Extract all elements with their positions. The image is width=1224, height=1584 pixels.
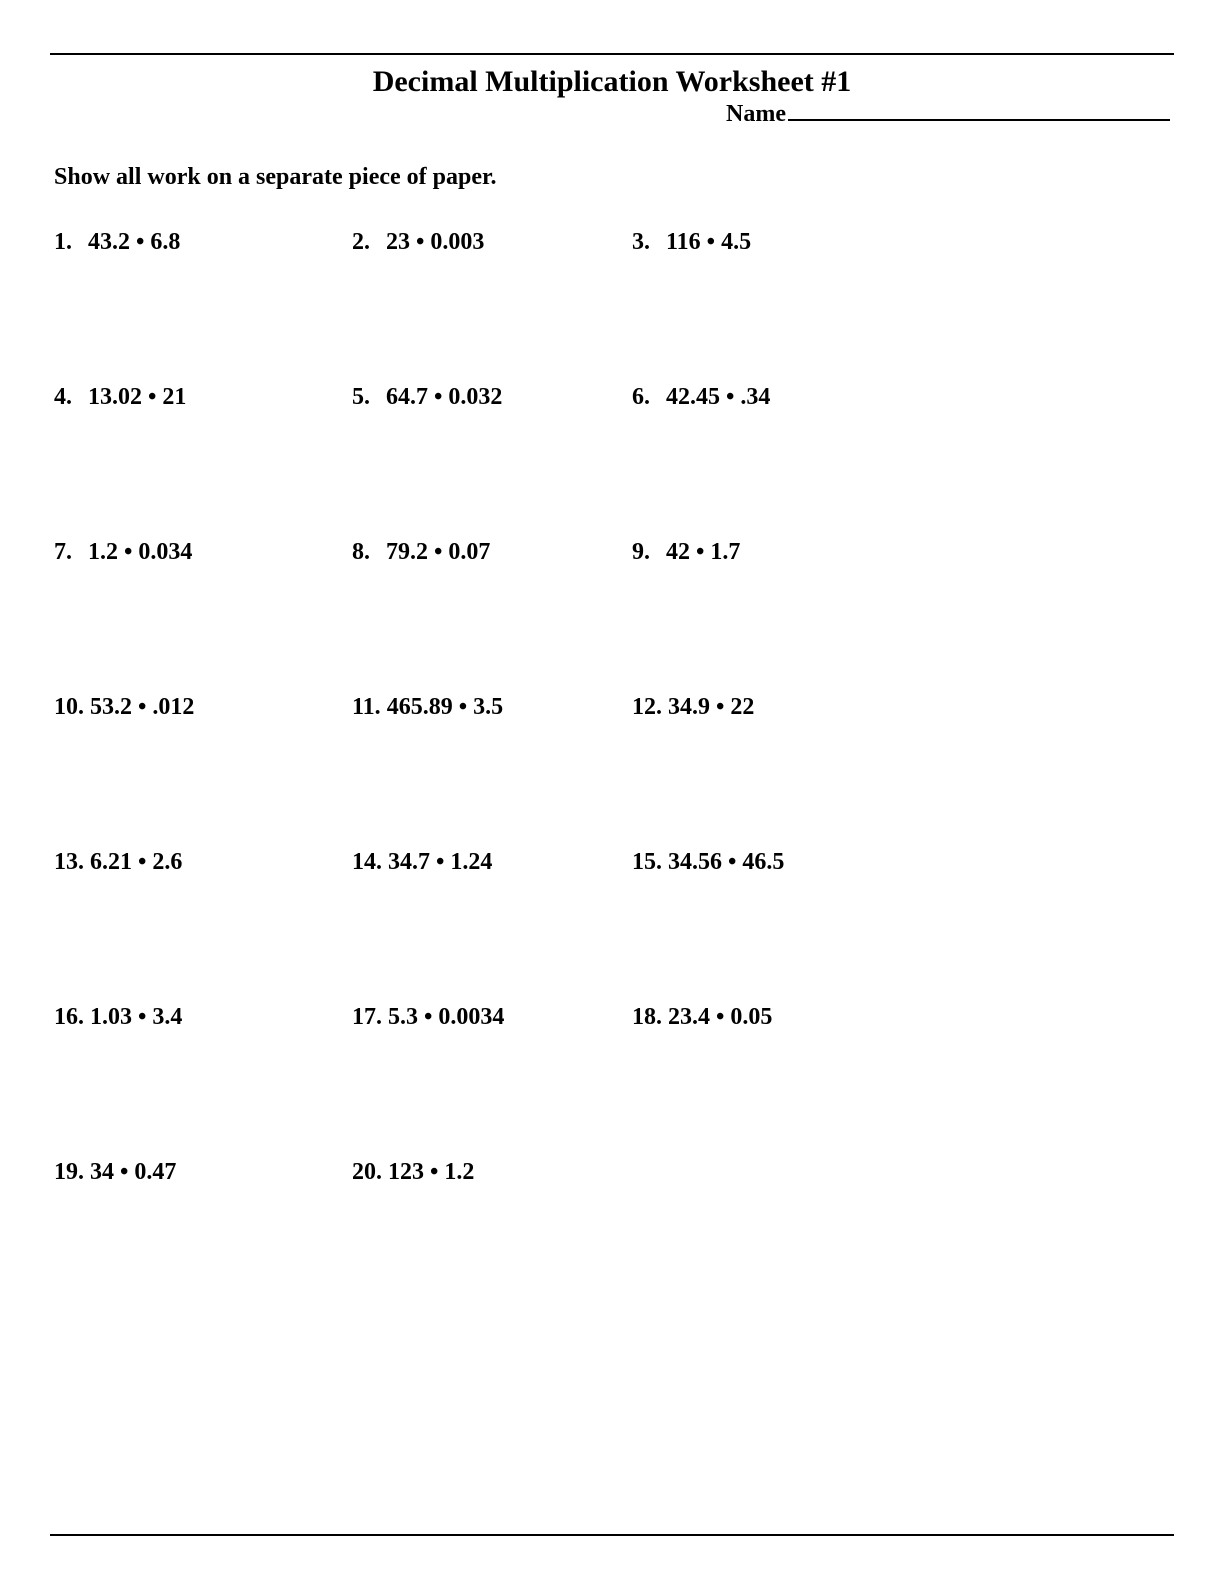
problem-row: 19.34 • 0.47 20.123 • 1.2	[54, 1159, 1170, 1186]
problem-expression: 43.2 • 6.8	[88, 229, 180, 256]
problem-expression: 1.2 • 0.034	[88, 539, 192, 566]
problem-expression: 34.56 • 46.5	[668, 849, 784, 876]
problem-number: 8.	[352, 539, 370, 566]
problems-grid: 1. 43.2 • 6.8 2. 23 • 0.003 3. 116 • 4.5 4.…	[54, 229, 1170, 1186]
problem-item: 19.34 • 0.47	[54, 1159, 352, 1186]
problem-item: 8. 79.2 • 0.07	[352, 539, 632, 566]
problem-expression: 34 • 0.47	[90, 1159, 176, 1186]
problem-item: 6. 42.45 • .34	[632, 384, 770, 411]
problem-item: 20.123 • 1.2	[352, 1159, 632, 1186]
problem-expression: 465.89 • 3.5	[387, 694, 503, 721]
problem-item: 18.23.4 • 0.05	[632, 1004, 772, 1031]
problem-expression: 53.2 • .012	[90, 694, 194, 721]
problem-number: 2.	[352, 229, 370, 256]
problem-item: 9. 42 • 1.7	[632, 539, 740, 566]
problem-expression: 5.3 • 0.0034	[388, 1004, 504, 1031]
problem-expression: 34.9 • 22	[668, 694, 754, 721]
problem-expression: 116 • 4.5	[666, 229, 751, 256]
name-row: Name	[54, 101, 1170, 128]
problem-item: 16.1.03 • 3.4	[54, 1004, 352, 1031]
problem-number: 1.	[54, 229, 72, 256]
problem-row: 13.6.21 • 2.6 14.34.7 • 1.24 15.34.56 • …	[54, 849, 1170, 876]
problem-number: 16.	[54, 1004, 84, 1031]
problem-expression: 123 • 1.2	[388, 1159, 474, 1186]
problem-expression: 23 • 0.003	[386, 229, 484, 256]
header: Decimal Multiplication Worksheet #1	[54, 53, 1170, 99]
problem-item: 12.34.9 • 22	[632, 694, 754, 721]
problem-item: 7. 1.2 • 0.034	[54, 539, 352, 566]
name-label: Name	[726, 101, 786, 128]
problem-number: 12.	[632, 694, 662, 721]
problem-item: 1. 43.2 • 6.8	[54, 229, 352, 256]
problem-item: 2. 23 • 0.003	[352, 229, 632, 256]
problem-number: 3.	[632, 229, 650, 256]
problem-number: 20.	[352, 1159, 382, 1186]
problem-item: 5. 64.7 • 0.032	[352, 384, 632, 411]
problem-number: 6.	[632, 384, 650, 411]
name-input-line[interactable]	[788, 101, 1170, 121]
problem-expression: 42.45 • .34	[666, 384, 770, 411]
problem-expression: 1.03 • 3.4	[90, 1004, 182, 1031]
problem-row: 10.53.2 • .012 11.465.89 • 3.5 12.34.9 •…	[54, 694, 1170, 721]
problem-item: 10.53.2 • .012	[54, 694, 352, 721]
problem-number: 4.	[54, 384, 72, 411]
problem-row: 1. 43.2 • 6.8 2. 23 • 0.003 3. 116 • 4.5	[54, 229, 1170, 256]
problem-number: 15.	[632, 849, 662, 876]
problem-expression: 6.21 • 2.6	[90, 849, 182, 876]
instructions: Show all work on a separate piece of pap…	[54, 164, 1170, 191]
problem-item: 13.6.21 • 2.6	[54, 849, 352, 876]
problem-number: 13.	[54, 849, 84, 876]
problem-number: 5.	[352, 384, 370, 411]
problem-item: 3. 116 • 4.5	[632, 229, 751, 256]
problem-expression: 42 • 1.7	[666, 539, 740, 566]
problem-number: 18.	[632, 1004, 662, 1031]
problem-expression: 23.4 • 0.05	[668, 1004, 772, 1031]
problem-expression: 79.2 • 0.07	[386, 539, 490, 566]
problem-item: 4. 13.02 • 21	[54, 384, 352, 411]
problem-item: 15.34.56 • 46.5	[632, 849, 784, 876]
problem-number: 10.	[54, 694, 84, 721]
problem-expression: 34.7 • 1.24	[388, 849, 492, 876]
problem-number: 14.	[352, 849, 382, 876]
problem-number: 11.	[352, 694, 381, 721]
problem-row: 16.1.03 • 3.4 17.5.3 • 0.0034 18.23.4 • …	[54, 1004, 1170, 1031]
problem-number: 9.	[632, 539, 650, 566]
problem-expression: 13.02 • 21	[88, 384, 186, 411]
problem-row: 7. 1.2 • 0.034 8. 79.2 • 0.07 9. 42 • 1.7	[54, 539, 1170, 566]
page-title: Decimal Multiplication Worksheet #1	[54, 65, 1170, 99]
problem-item: 11.465.89 • 3.5	[352, 694, 632, 721]
problem-item: 14.34.7 • 1.24	[352, 849, 632, 876]
worksheet-page: Decimal Multiplication Worksheet #1 Name…	[0, 0, 1224, 1584]
problem-expression: 64.7 • 0.032	[386, 384, 502, 411]
problem-number: 17.	[352, 1004, 382, 1031]
problem-number: 7.	[54, 539, 72, 566]
problem-row: 4. 13.02 • 21 5. 64.7 • 0.032 6. 42.45 • .3…	[54, 384, 1170, 411]
problem-item: 17.5.3 • 0.0034	[352, 1004, 632, 1031]
problem-number: 19.	[54, 1159, 84, 1186]
